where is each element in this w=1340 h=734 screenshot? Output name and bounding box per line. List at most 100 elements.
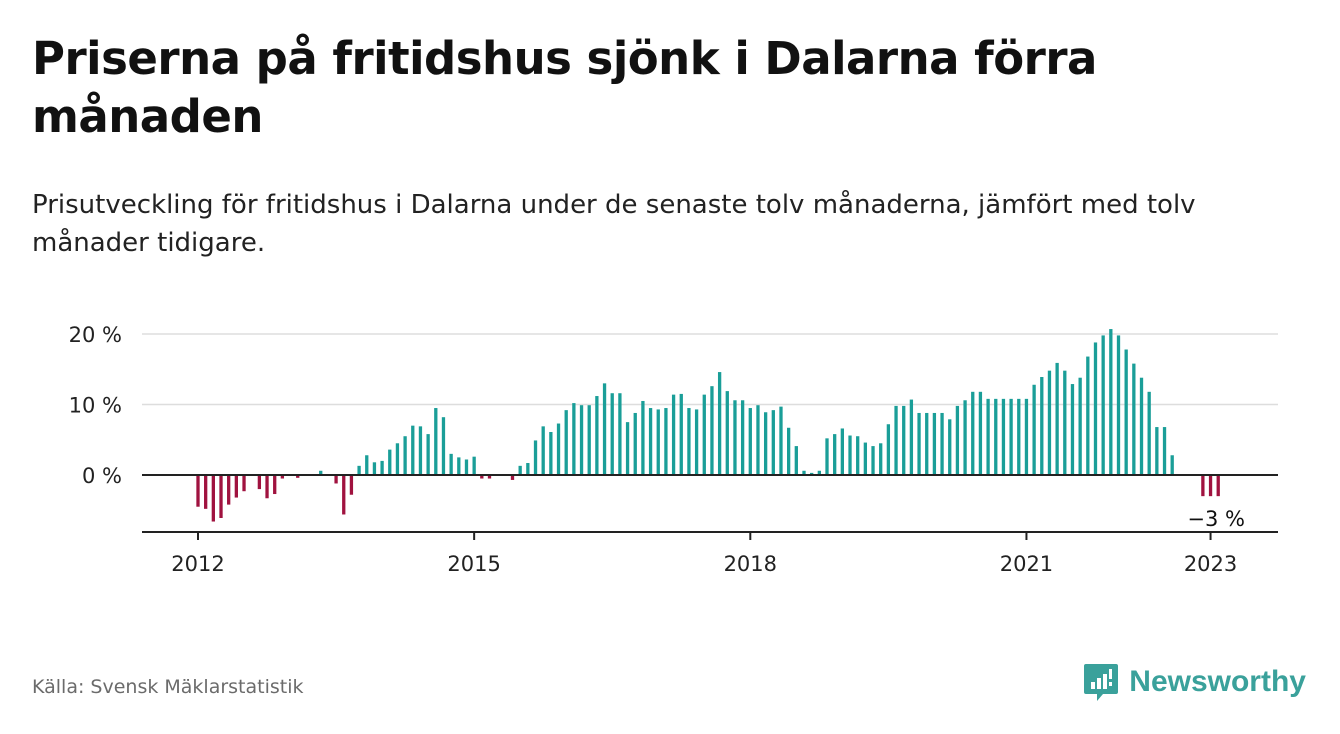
bar [863, 442, 868, 475]
bar [871, 446, 875, 475]
bar [1063, 370, 1067, 475]
bar [280, 475, 285, 479]
bar [694, 409, 699, 475]
bar [710, 386, 714, 475]
bar [595, 396, 599, 475]
bar [917, 412, 921, 475]
bar [940, 412, 944, 475]
bar [994, 398, 998, 475]
bar [1047, 370, 1052, 475]
bar [833, 434, 837, 475]
bar [687, 408, 691, 475]
bar [418, 426, 423, 475]
bar [756, 405, 760, 475]
bar [702, 394, 706, 475]
bar [679, 393, 683, 475]
bar [648, 408, 653, 475]
x-tick-label: 2012 [171, 552, 224, 576]
bar [794, 446, 798, 475]
bar [955, 405, 960, 475]
bar [925, 412, 929, 475]
bar [1055, 362, 1059, 475]
bar [449, 453, 453, 475]
bar [1009, 398, 1013, 475]
bar [1147, 391, 1151, 475]
bar [1139, 377, 1144, 475]
bar [886, 424, 891, 475]
bar [625, 422, 630, 476]
bar [480, 475, 484, 479]
bar [1040, 377, 1044, 475]
bar [395, 443, 400, 475]
bar [319, 470, 323, 475]
bar [948, 419, 952, 475]
bar [434, 408, 438, 475]
bar [227, 475, 231, 505]
chart-title: Priserna på fritidshus sjönk i Dalarna f… [32, 32, 1097, 143]
bar [426, 434, 430, 475]
bar [1024, 398, 1029, 475]
bar [963, 400, 967, 475]
bar [234, 475, 238, 498]
bar [748, 408, 752, 475]
brand-logo[interactable]: Newsworthy [1083, 660, 1306, 704]
bar [211, 475, 215, 522]
bar [1116, 335, 1121, 475]
gridlines [142, 333, 1278, 406]
bar [372, 462, 377, 475]
bar [879, 443, 883, 475]
bar [349, 475, 354, 495]
bar [740, 400, 745, 475]
bar [1155, 427, 1159, 475]
bar [986, 398, 990, 475]
bar [1124, 349, 1128, 475]
bar [457, 457, 461, 476]
bar [763, 412, 768, 475]
bar [848, 435, 852, 475]
bar [978, 391, 983, 475]
bar [464, 459, 469, 475]
bar [602, 383, 607, 475]
bar [656, 409, 660, 475]
bar [388, 449, 392, 475]
bar [1101, 335, 1105, 475]
bar [856, 436, 860, 475]
y-tick-label: 20 % [69, 323, 122, 347]
bar [810, 472, 814, 475]
x-tick-label: 2018 [724, 552, 777, 576]
bar [441, 417, 446, 475]
bar [334, 475, 338, 484]
bar [533, 440, 538, 475]
bar [196, 475, 200, 507]
bar [1162, 427, 1167, 475]
bar [380, 460, 384, 475]
bar [802, 470, 806, 475]
x-tick-label: 2021 [1000, 552, 1053, 576]
bars [196, 329, 1220, 522]
bar [641, 400, 645, 475]
bar [1208, 475, 1213, 497]
bar [817, 470, 821, 475]
bar [587, 405, 591, 475]
last-value-label: −3 % [1187, 507, 1245, 531]
bar [733, 400, 737, 475]
bar [411, 425, 415, 475]
bar [725, 391, 729, 475]
bar [510, 475, 515, 480]
bar [902, 405, 906, 475]
bar [894, 405, 898, 475]
bar [556, 423, 561, 475]
bar [664, 408, 668, 475]
bar [1132, 363, 1136, 475]
bar [932, 412, 937, 475]
axes [142, 474, 1278, 540]
labels: 0 % 10 % 20 % 2012 2015 2018 2021 2023 −3 % [69, 323, 1245, 576]
bar [909, 399, 914, 475]
bar [518, 465, 522, 475]
bar [671, 394, 676, 475]
bar [787, 427, 791, 475]
bar [219, 475, 223, 518]
bar [257, 475, 262, 490]
bar [1070, 384, 1075, 475]
bar [1078, 377, 1082, 475]
